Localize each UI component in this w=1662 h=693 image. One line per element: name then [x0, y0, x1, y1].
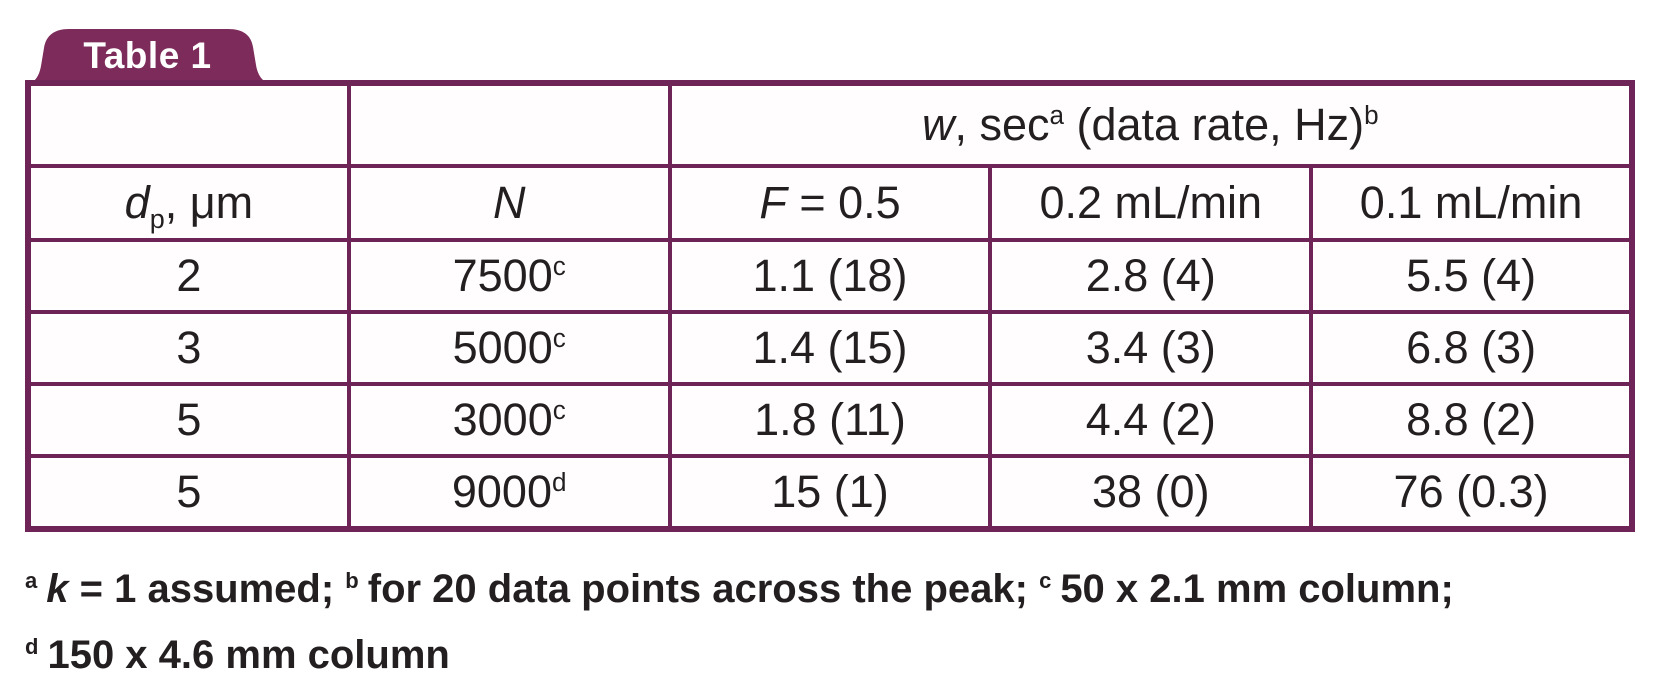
cell-dp: 2 [26, 238, 351, 314]
footnote-a-text: = 1 assumed; [68, 567, 346, 611]
span-header-rest: (data rate, Hz) [1064, 99, 1365, 150]
cell-dp: 3 [26, 310, 351, 386]
tab-shape [25, 29, 274, 84]
footnote-marker-c: c [1039, 567, 1052, 593]
footnote-marker-b: b [1364, 100, 1379, 130]
dp-unit: , μm [164, 177, 254, 228]
table-row: 5 9000d 15 (1) 38 (0) 76 (0.3) [26, 454, 1634, 531]
column-header-row: dp, μm N F = 0.5 0.2 mL/min 0.1 mL/min [26, 164, 1634, 242]
table-label-tab: Table 1 [25, 28, 290, 84]
col-header-n: N [346, 164, 672, 242]
span-header-cell: w, seca (data rate, Hz)b [667, 81, 1635, 168]
n-symbol: N [492, 177, 526, 228]
cell-n: 3000c [346, 382, 672, 458]
n-value: 7500 [452, 250, 553, 301]
footnote-marker-a: a [1049, 100, 1065, 130]
cell-w05: 15 (1) [667, 454, 993, 531]
k-symbol: k [46, 567, 69, 611]
table-row: 3 5000c 1.4 (15) 3.4 (3) 6.8 (3) [26, 310, 1634, 386]
dp-subscript: p [149, 204, 165, 234]
footnote-d-text: 150 x 4.6 mm column [47, 633, 450, 677]
col-header-dp: dp, μm [26, 164, 351, 242]
data-table: w, seca (data rate, Hz)b dp, μm N F = 0.… [25, 80, 1635, 532]
footnote-marker-d: d [551, 467, 567, 497]
cell-dp: 5 [26, 454, 351, 531]
cell-w01: 5.5 (4) [1309, 238, 1634, 314]
cell-w01: 76 (0.3) [1309, 454, 1634, 531]
cell-w02: 3.4 (3) [988, 310, 1314, 386]
footnote-marker-c: c [552, 251, 566, 281]
cell-w01: 8.8 (2) [1309, 382, 1634, 458]
footnote-c-text: 50 x 2.1 mm column; [1060, 567, 1454, 611]
cell-w02: 38 (0) [988, 454, 1314, 531]
footnote-b-text: for 20 data points across the peak; [367, 567, 1040, 611]
cell-w05: 1.8 (11) [667, 382, 993, 458]
footnote-marker-d: d [25, 633, 39, 659]
col-header-f05: F = 0.5 [667, 164, 993, 242]
n-value: 5000 [452, 322, 553, 373]
f-symbol: F [759, 177, 787, 228]
span-header-row: w, seca (data rate, Hz)b [26, 81, 1635, 168]
footnote-line-2: d 150 x 4.6 mm column [25, 622, 1625, 688]
footnote-marker-b: b [345, 567, 359, 593]
cell-n: 7500c [346, 238, 672, 314]
empty-cell [346, 81, 672, 168]
n-value: 9000 [451, 466, 552, 517]
table-label: Table 1 [83, 35, 212, 76]
cell-w01: 6.8 (3) [1309, 310, 1634, 386]
table-row: 2 7500c 1.1 (18) 2.8 (4) 5.5 (4) [26, 238, 1634, 314]
f-value: = 0.5 [786, 177, 901, 228]
span-header-sec: , sec [954, 99, 1050, 150]
cell-w05: 1.1 (18) [667, 238, 993, 314]
dp-symbol: d [124, 177, 150, 228]
cell-dp: 5 [26, 382, 351, 458]
cell-w05: 1.4 (15) [667, 310, 993, 386]
empty-cell [26, 81, 351, 168]
table-row: 5 3000c 1.8 (11) 4.4 (2) 8.8 (2) [26, 382, 1634, 458]
col-header-flow01: 0.1 mL/min [1309, 164, 1634, 242]
footnote-marker-a: a [25, 567, 38, 593]
footnote-marker-c: c [552, 395, 566, 425]
span-header-w: w [921, 99, 955, 150]
cell-w02: 4.4 (2) [988, 382, 1314, 458]
n-value: 3000 [452, 394, 553, 445]
cell-n: 5000c [346, 310, 672, 386]
footnote-marker-c: c [552, 323, 566, 353]
col-header-flow02: 0.2 mL/min [988, 164, 1314, 242]
cell-n: 9000d [346, 454, 672, 531]
cell-w02: 2.8 (4) [988, 238, 1314, 314]
